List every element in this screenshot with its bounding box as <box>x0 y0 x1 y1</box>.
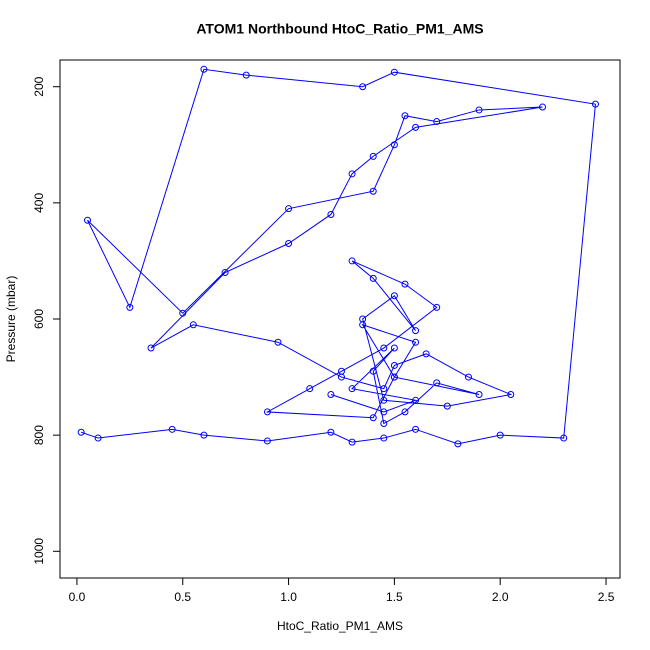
data-point <box>380 420 388 428</box>
data-point <box>390 373 398 381</box>
y-tick-label: 800 <box>32 425 46 445</box>
data-point <box>126 303 134 311</box>
data-point <box>285 205 293 213</box>
data-point <box>84 216 92 224</box>
data-point <box>285 240 293 248</box>
data-point <box>401 112 409 120</box>
data-point <box>496 431 504 439</box>
data-point <box>147 344 155 352</box>
data-point <box>263 408 271 416</box>
data-point <box>475 390 483 398</box>
data-point <box>507 390 515 398</box>
data-point <box>412 338 420 346</box>
y-tick-label: 200 <box>32 76 46 96</box>
data-point <box>94 434 102 442</box>
data-point <box>306 385 314 393</box>
series-line <box>81 68 596 445</box>
data-point <box>337 367 345 375</box>
data-point <box>348 438 356 446</box>
data-point <box>390 361 398 369</box>
y-axis-label: Pressure (mbar) <box>4 276 18 363</box>
y-tick-label: 400 <box>32 193 46 213</box>
data-point <box>390 344 398 352</box>
data-point <box>412 396 420 404</box>
data-point <box>348 385 356 393</box>
data-point <box>539 103 547 111</box>
data-point <box>168 425 176 433</box>
data-point <box>221 269 229 277</box>
data-point <box>369 187 377 195</box>
chart-title: ATOM1 Northbound HtoC_Ratio_PM1_AMS <box>196 21 483 37</box>
x-axis-label: HtoC_Ratio_PM1_AMS <box>277 619 403 633</box>
data-point <box>464 373 472 381</box>
data-point <box>327 210 335 218</box>
x-tick-label: 1.5 <box>386 590 403 604</box>
y-tick-label: 600 <box>32 309 46 329</box>
data-point <box>433 118 441 126</box>
x-tick-label: 1.0 <box>280 590 297 604</box>
data-point <box>77 428 85 436</box>
data-point <box>433 303 441 311</box>
data-point <box>380 434 388 442</box>
data-point <box>401 280 409 288</box>
data-point <box>380 385 388 393</box>
data-point <box>390 292 398 300</box>
x-tick-label: 2.0 <box>492 590 509 604</box>
data-point <box>369 274 377 282</box>
data-point <box>390 68 398 76</box>
data-point <box>380 408 388 416</box>
data-point <box>359 321 367 329</box>
x-tick-label: 0.0 <box>69 590 86 604</box>
data-point <box>390 141 398 149</box>
data-point <box>412 425 420 433</box>
data-point <box>200 65 208 73</box>
data-point <box>369 367 377 375</box>
data-point <box>380 344 388 352</box>
data-point <box>475 106 483 114</box>
data-point <box>359 83 367 91</box>
data-point <box>200 431 208 439</box>
data-point <box>422 350 430 358</box>
data-point <box>348 170 356 178</box>
data-point <box>560 434 568 442</box>
data-point <box>274 338 282 346</box>
data-point <box>327 390 335 398</box>
x-tick-label: 2.5 <box>598 590 615 604</box>
plot-frame <box>59 59 621 579</box>
data-point <box>348 257 356 265</box>
x-tick-label: 0.5 <box>174 590 191 604</box>
data-point <box>369 152 377 160</box>
data-point <box>412 123 420 131</box>
data-point <box>263 437 271 445</box>
data-point <box>443 402 451 410</box>
data-point <box>454 440 462 448</box>
data-point <box>242 71 250 79</box>
data-point <box>189 321 197 329</box>
data-point <box>380 396 388 404</box>
data-point <box>433 379 441 387</box>
data-point <box>369 414 377 422</box>
data-point <box>327 428 335 436</box>
y-tick-label: 1000 <box>32 538 46 565</box>
data-point <box>591 100 599 108</box>
data-point <box>179 309 187 317</box>
data-point <box>401 408 409 416</box>
data-point <box>412 327 420 335</box>
